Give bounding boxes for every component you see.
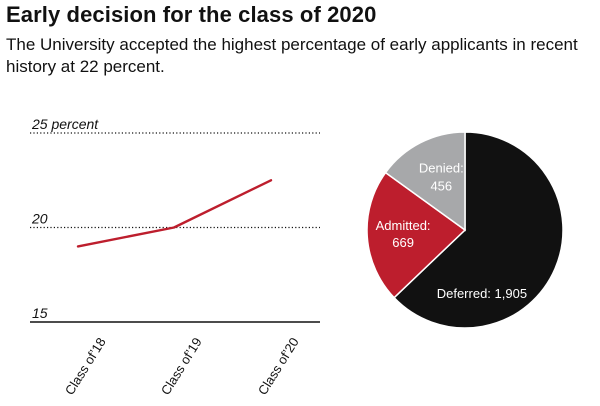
series-line-acceptance-rate — [76, 179, 273, 248]
chart-subtitle: The University accepted the highest perc… — [6, 35, 578, 76]
y-tick-label-20: 20 — [31, 211, 48, 227]
slice-label-deferred: Deferred: 1,905 — [437, 286, 527, 301]
slice-label-denied: Denied: — [419, 161, 464, 176]
chart-title: Early decision for the class of 2020 — [6, 2, 377, 27]
pie-chart: Deferred: 1,905 Admitted: 669 Denied: 45… — [366, 131, 564, 329]
pie-slice-denied — [384, 131, 466, 232]
pie-slice-admitted — [366, 171, 467, 299]
slice-value-admitted: 669 — [392, 235, 414, 250]
y-tick-label-15: 15 — [32, 305, 48, 321]
slice-label-admitted: Admitted: — [376, 218, 431, 233]
slice-value-denied: 456 — [430, 179, 452, 194]
line-chart: 25 percent 20 15 Class of’18 Class of’19… — [30, 116, 320, 398]
x-tick-label-class-18: Class of’18 — [62, 335, 109, 398]
pie-slice-deferred — [393, 131, 564, 329]
x-tick-label-class-20: Class of’20 — [255, 335, 302, 398]
x-tick-label-class-19: Class of’19 — [158, 335, 205, 398]
y-tick-label-25: 25 percent — [31, 116, 99, 132]
